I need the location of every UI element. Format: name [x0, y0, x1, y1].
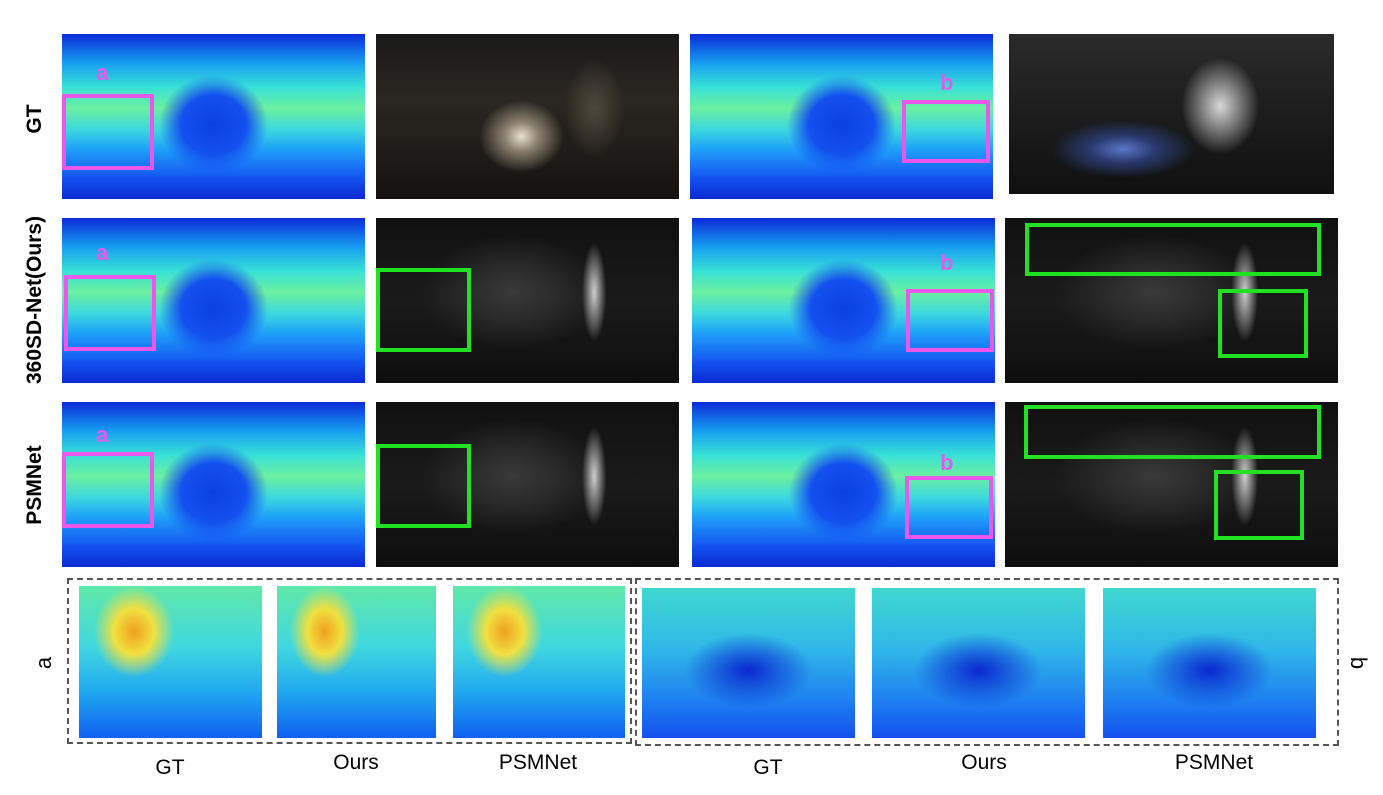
- error-box-ours-scene2-top: [1025, 223, 1321, 276]
- highlight-box-b-gt: [902, 100, 990, 163]
- region-letter-b-ours: b: [940, 250, 954, 275]
- crop-panel-a: [67, 578, 632, 744]
- crop-a-ours: [277, 586, 436, 738]
- region-letter-a-psm: a: [96, 422, 109, 447]
- row-label-gt: GT: [23, 104, 46, 134]
- rgb-scene1: [376, 34, 679, 199]
- row-label-ours: 360SD-Net(Ours): [23, 215, 46, 385]
- caption-b-psmnet: PSMNet: [1174, 751, 1254, 774]
- row-label-psmnet: PSMNet: [23, 445, 46, 525]
- psm-depth-scene1: [62, 402, 365, 567]
- crop-b-psmnet: [1103, 588, 1316, 738]
- psm-error-scene1: [376, 402, 679, 567]
- gt-depth-scene2: [690, 34, 993, 199]
- rgb-scene2: [1009, 34, 1334, 194]
- highlight-box-a-ours: [64, 275, 156, 351]
- psm-depth-scene2: [692, 402, 995, 567]
- caption-a-gt: GT: [155, 756, 185, 779]
- caption-b-gt: GT: [753, 756, 783, 779]
- crop-a-psmnet: [453, 586, 625, 738]
- highlight-box-a-gt: [62, 94, 154, 170]
- gt-depth-scene1: [62, 34, 365, 199]
- error-box-psm-scene2-top: [1024, 405, 1321, 459]
- side-label-left: a: [31, 656, 57, 670]
- crop-panel-b: [635, 578, 1339, 746]
- region-letter-b-gt: b: [940, 70, 954, 95]
- error-box-ours-scene1: [376, 268, 471, 352]
- caption-a-psmnet: PSMNet: [498, 751, 578, 774]
- caption-a-ours: Ours: [333, 751, 379, 774]
- caption-b-ours: Ours: [961, 751, 1007, 774]
- crop-b-ours: [872, 588, 1085, 738]
- region-letter-a-ours: a: [96, 240, 109, 265]
- highlight-box-b-ours: [906, 289, 994, 352]
- error-box-psm-scene2-bottom: [1214, 470, 1304, 540]
- side-label-right: q: [1343, 656, 1369, 670]
- ours-error-scene1: [376, 218, 679, 383]
- error-box-psm-scene1: [376, 444, 471, 528]
- highlight-box-a-psm: [62, 452, 154, 528]
- ours-depth-scene1: [62, 218, 365, 383]
- highlight-box-b-psm: [905, 476, 993, 539]
- crop-a-gt: [79, 586, 262, 738]
- ours-depth-scene2: [692, 218, 995, 383]
- crop-b-gt: [642, 588, 855, 738]
- region-letter-a-gt: a: [96, 60, 109, 85]
- region-letter-b-psm: b: [940, 450, 954, 475]
- error-box-ours-scene2-bottom: [1218, 289, 1308, 358]
